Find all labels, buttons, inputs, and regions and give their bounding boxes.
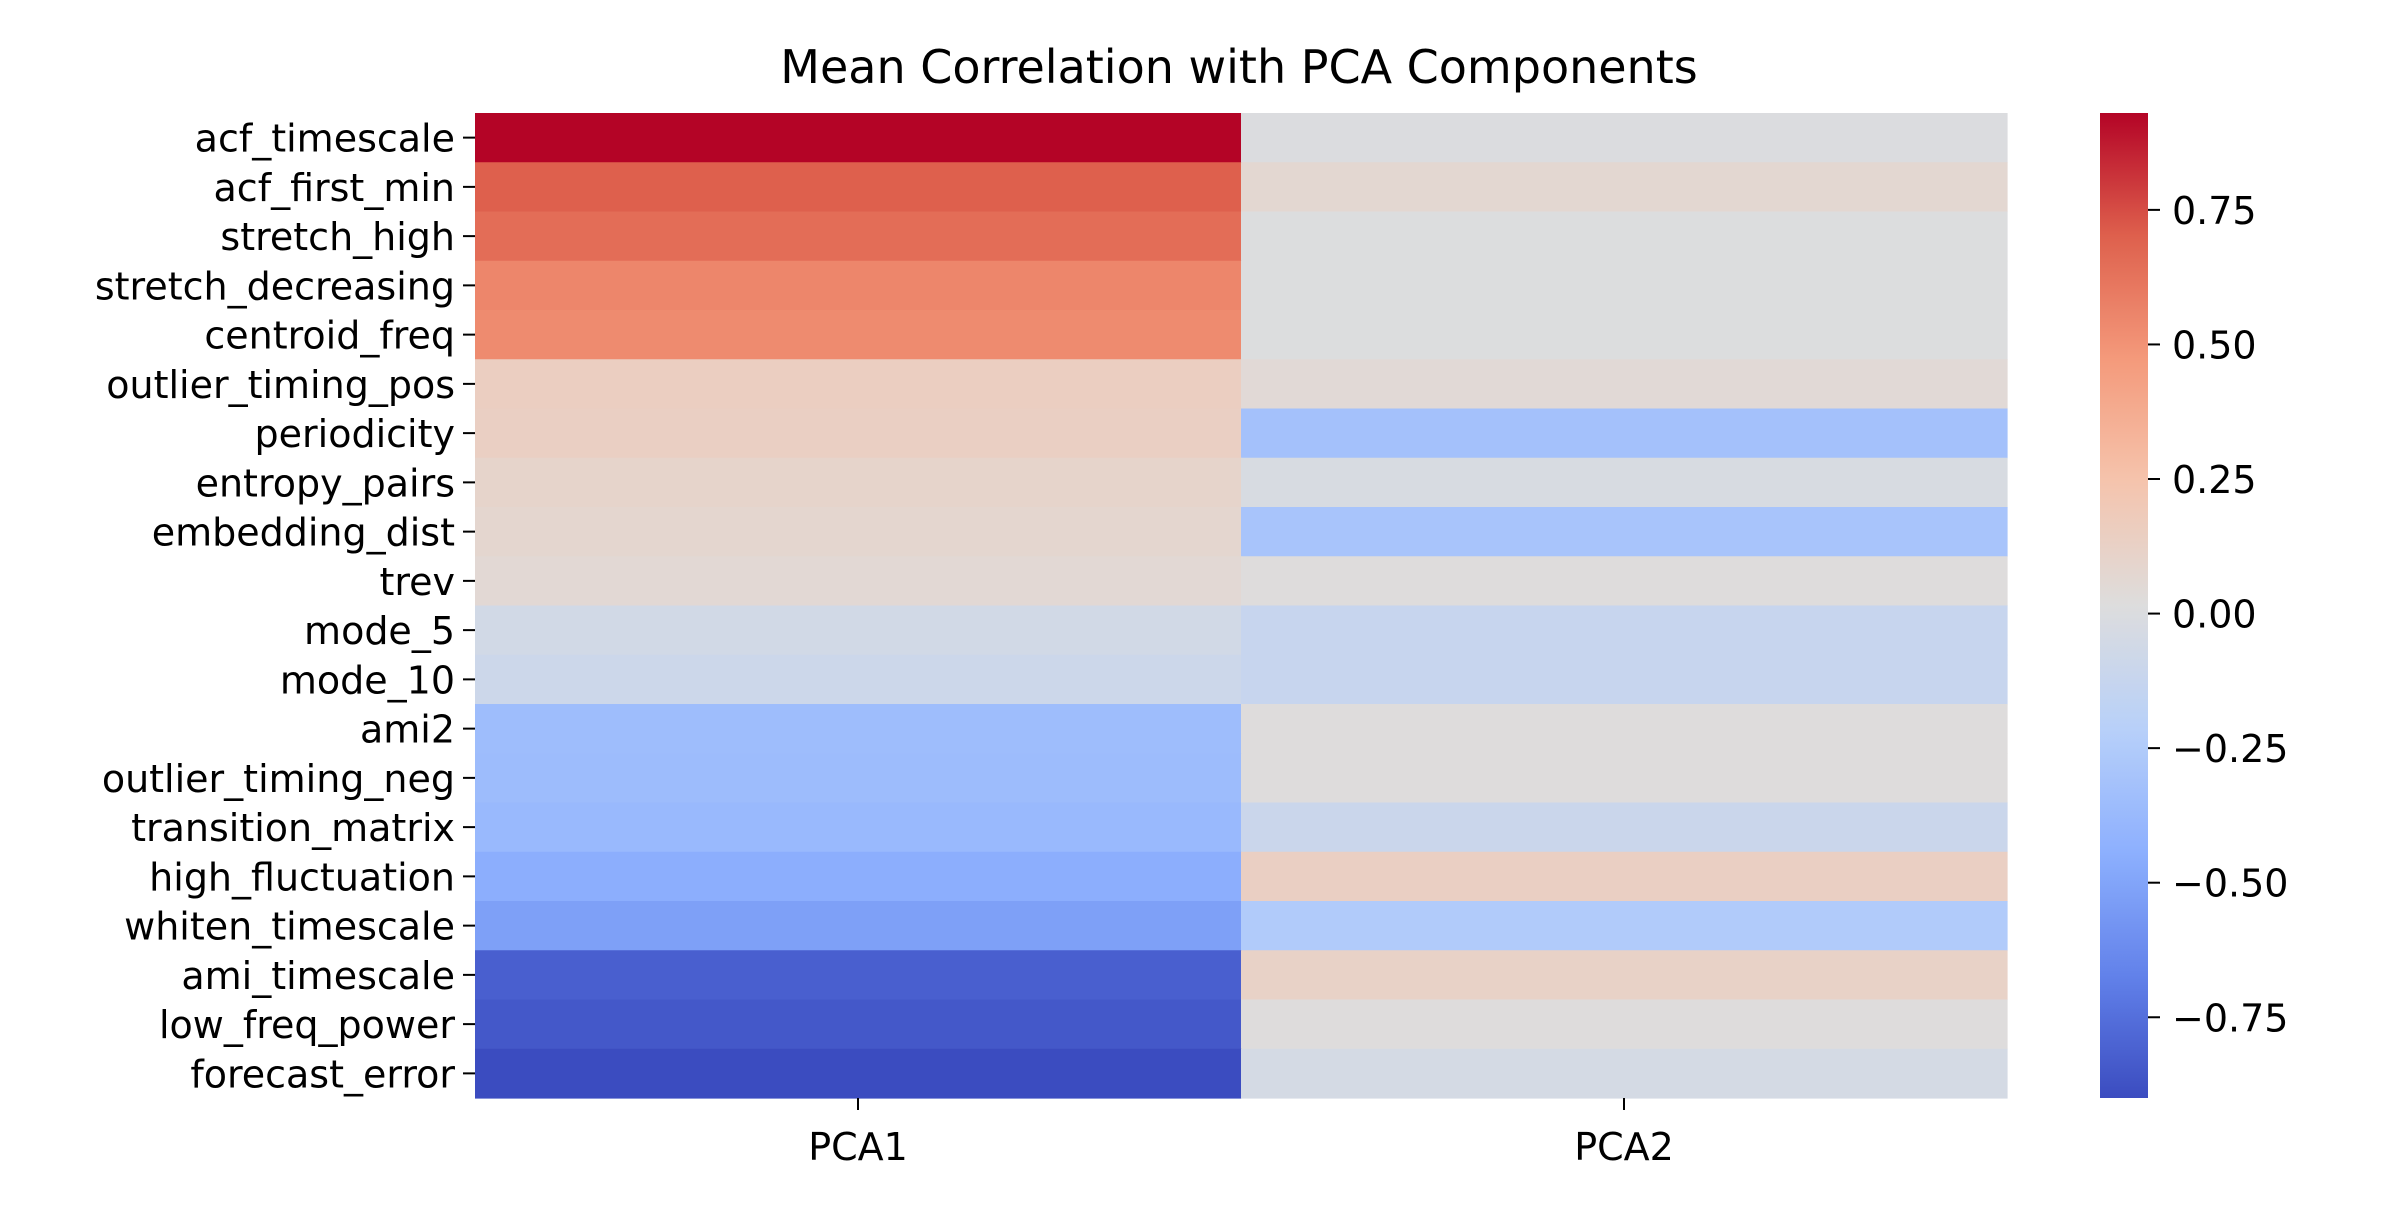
colorbar-tick-label: 0.25 [2172,458,2257,502]
heatmap-cell-acf_first_min-PCA2 [1241,162,2008,213]
row-label-embedding_dist: embedding_dist [152,511,455,555]
heatmap-cell-periodicity-PCA1 [475,408,1242,459]
heatmap-cell-acf_first_min-PCA1 [475,162,1242,213]
heatmap-cell-forecast_error-PCA1 [475,1048,1242,1099]
row-label-acf_timescale: acf_timescale [195,117,455,161]
heatmap-cell-mode_5-PCA1 [475,605,1242,656]
heatmap-cell-outlier_timing_neg-PCA2 [1241,753,2008,804]
row-label-stretch_decreasing: stretch_decreasing [95,264,455,308]
colorbar-tick-label: −0.50 [2172,862,2288,906]
heatmap-cell-trev-PCA1 [475,556,1242,607]
heatmap-cell-periodicity-PCA2 [1241,408,2008,459]
heatmap-cell-embedding_dist-PCA2 [1241,507,2008,557]
heatmap-cell-centroid_freq-PCA1 [475,310,1242,360]
row-label-mode_10: mode_10 [280,658,455,702]
heatmap-cell-mode_10-PCA1 [475,654,1242,705]
row-label-stretch_high: stretch_high [220,215,455,259]
heatmap-cell-trev-PCA2 [1241,556,2008,607]
heatmap-cell-outlier_timing_pos-PCA1 [475,359,1242,410]
heatmap-cell-low_freq_power-PCA2 [1241,999,2008,1050]
colorbar-gradient [2100,113,2148,1098]
colorbar-tick-label: 0.00 [2172,593,2257,637]
heatmap-cell-whiten_timescale-PCA1 [475,901,1242,951]
column-label-PCA1: PCA1 [808,1125,908,1169]
row-label-trev: trev [379,560,455,604]
row-label-mode_5: mode_5 [304,609,455,653]
heatmap-cell-low_freq_power-PCA1 [475,999,1242,1050]
row-label-outlier_timing_neg: outlier_timing_neg [102,757,455,801]
colorbar-tick-label: −0.75 [2172,996,2288,1040]
row-label-low_freq_power: low_freq_power [159,1003,455,1047]
heatmap-cell-forecast_error-PCA2 [1241,1048,2008,1099]
heatmap-cell-stretch_decreasing-PCA1 [475,260,1242,311]
heatmap-cell-stretch_decreasing-PCA2 [1241,260,2008,311]
row-label-ami2: ami2 [360,708,455,752]
heatmap-cell-acf_timescale-PCA1 [475,113,1242,163]
heatmap-cells [475,113,2008,1099]
row-label-high_fluctuation: high_fluctuation [149,855,455,899]
heatmap-cell-outlier_timing_pos-PCA2 [1241,359,2008,410]
heatmap-cell-entropy_pairs-PCA1 [475,457,1242,508]
colorbar-tick-label: −0.25 [2172,727,2288,771]
heatmap-cell-transition_matrix-PCA2 [1241,802,2008,853]
heatmap-cell-outlier_timing_neg-PCA1 [475,753,1242,804]
row-label-transition_matrix: transition_matrix [131,806,455,850]
row-label-forecast_error: forecast_error [190,1052,455,1096]
heatmap-cell-stretch_high-PCA2 [1241,211,2008,262]
heatmap-cell-centroid_freq-PCA2 [1241,310,2008,360]
heatmap-cell-acf_timescale-PCA2 [1241,113,2008,163]
heatmap-cell-mode_5-PCA2 [1241,605,2008,656]
heatmap-cell-embedding_dist-PCA1 [475,507,1242,557]
row-label-outlier_timing_pos: outlier_timing_pos [106,363,455,407]
heatmap-cell-mode_10-PCA2 [1241,654,2008,705]
heatmap-cell-ami_timescale-PCA1 [475,950,1242,1001]
heatmap-cell-transition_matrix-PCA1 [475,802,1242,853]
row-label-entropy_pairs: entropy_pairs [196,461,455,505]
column-label-PCA2: PCA2 [1574,1125,1674,1169]
column-labels: PCA1 PCA2 [808,1098,1674,1169]
colorbar-tick-label: 0.50 [2172,323,2257,367]
heatmap-cell-ami_timescale-PCA2 [1241,950,2008,1001]
row-label-periodicity: periodicity [255,412,455,456]
colorbar: 0.75 0.50 0.25 0.00 −0.25 −0.50 −0.75 [2100,113,2288,1098]
heatmap-cell-entropy_pairs-PCA2 [1241,457,2008,508]
heatmap-cell-high_fluctuation-PCA1 [475,851,1242,902]
chart-title: Mean Correlation with PCA Components [780,40,1697,94]
heatmap-cell-ami2-PCA2 [1241,704,2008,754]
colorbar-tick-label: 0.75 [2172,189,2257,233]
row-label-centroid_freq: centroid_freq [204,314,455,358]
heatmap-cell-high_fluctuation-PCA2 [1241,851,2008,902]
heatmap-cell-whiten_timescale-PCA2 [1241,901,2008,951]
heatmap-cell-stretch_high-PCA1 [475,211,1242,262]
row-labels: acf_timescale acf_first_min stretch_highst… [95,117,475,1096]
row-label-whiten_timescale: whiten_timescale [124,905,455,949]
heatmap-cell-ami2-PCA1 [475,704,1242,754]
row-label-acf_first_min: acf_first_min [214,166,455,210]
row-label-ami_timescale: ami_timescale [181,954,455,998]
